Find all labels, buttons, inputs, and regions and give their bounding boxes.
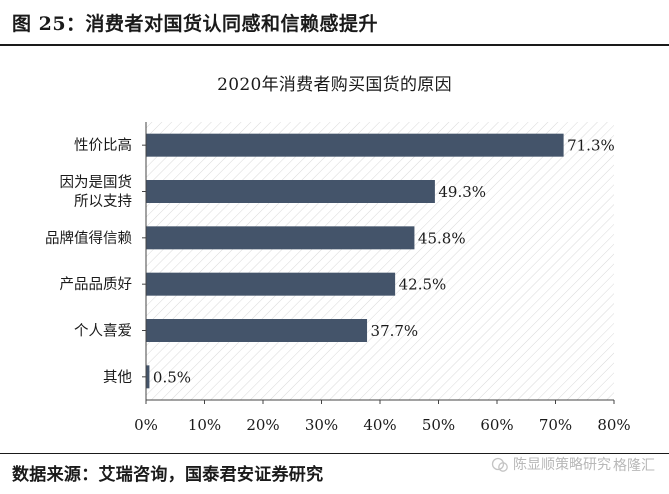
watermark-line-2: 格隆汇 [613,458,655,474]
x-tick-label: 10% [188,416,221,434]
x-tick-label: 30% [305,416,338,434]
x-tick-label: 80% [597,416,630,434]
data-label: 71.3% [567,137,615,155]
bar [146,365,150,389]
category-label: 品牌值得信赖 [45,230,132,247]
data-label: 45.8% [418,229,466,247]
bar [146,180,435,203]
category-label: 所以支持 [74,193,132,210]
data-label: 49.3% [438,183,486,201]
top-rule [0,44,669,46]
category-label: 性价比高 [74,137,132,154]
bar-chart: 0% 10% 20% 30% 40% 50% 60% 70% 80% 71.3% 性价比高 49.3%… [45,122,631,434]
figure-title: 图 25：消费者对国货认同感和信赖感提升 [12,13,379,35]
watermark: 陈显顺策略研究 格隆汇 [491,455,655,475]
data-label: 42.5% [399,276,447,294]
watermark-line-1: 陈显顺策略研究 [513,457,611,473]
bar [146,272,396,296]
bar [146,319,368,342]
chart-title: 2020年消费者购买国货的原因 [217,75,452,95]
bar [146,133,564,157]
x-tick-label: 20% [246,416,279,434]
wechat-icon [491,457,508,472]
category-label: 因为是国货 [60,174,133,191]
chart-container: 2020年消费者购买国货的原因 0% 10% 20% 30% 40% 50% 60% 70% 8… [0,46,669,451]
x-tick-label: 40% [363,416,396,434]
bottom-rule [0,453,669,454]
x-tick-label: 0% [134,416,158,434]
x-tick-label: 60% [480,416,513,434]
category-label: 其他 [103,369,132,386]
x-tick-label: 70% [539,416,572,434]
category-label: 个人喜爱 [74,323,132,340]
x-tick-label: 50% [422,416,455,434]
plot-background [146,122,614,400]
data-label: 37.7% [371,322,419,340]
data-label: 0.5% [153,368,191,386]
bar [146,226,415,250]
category-label: 产品品质好 [60,276,133,293]
source-note: 数据来源：艾瑞咨询，国泰君安证券研究 [12,465,324,485]
